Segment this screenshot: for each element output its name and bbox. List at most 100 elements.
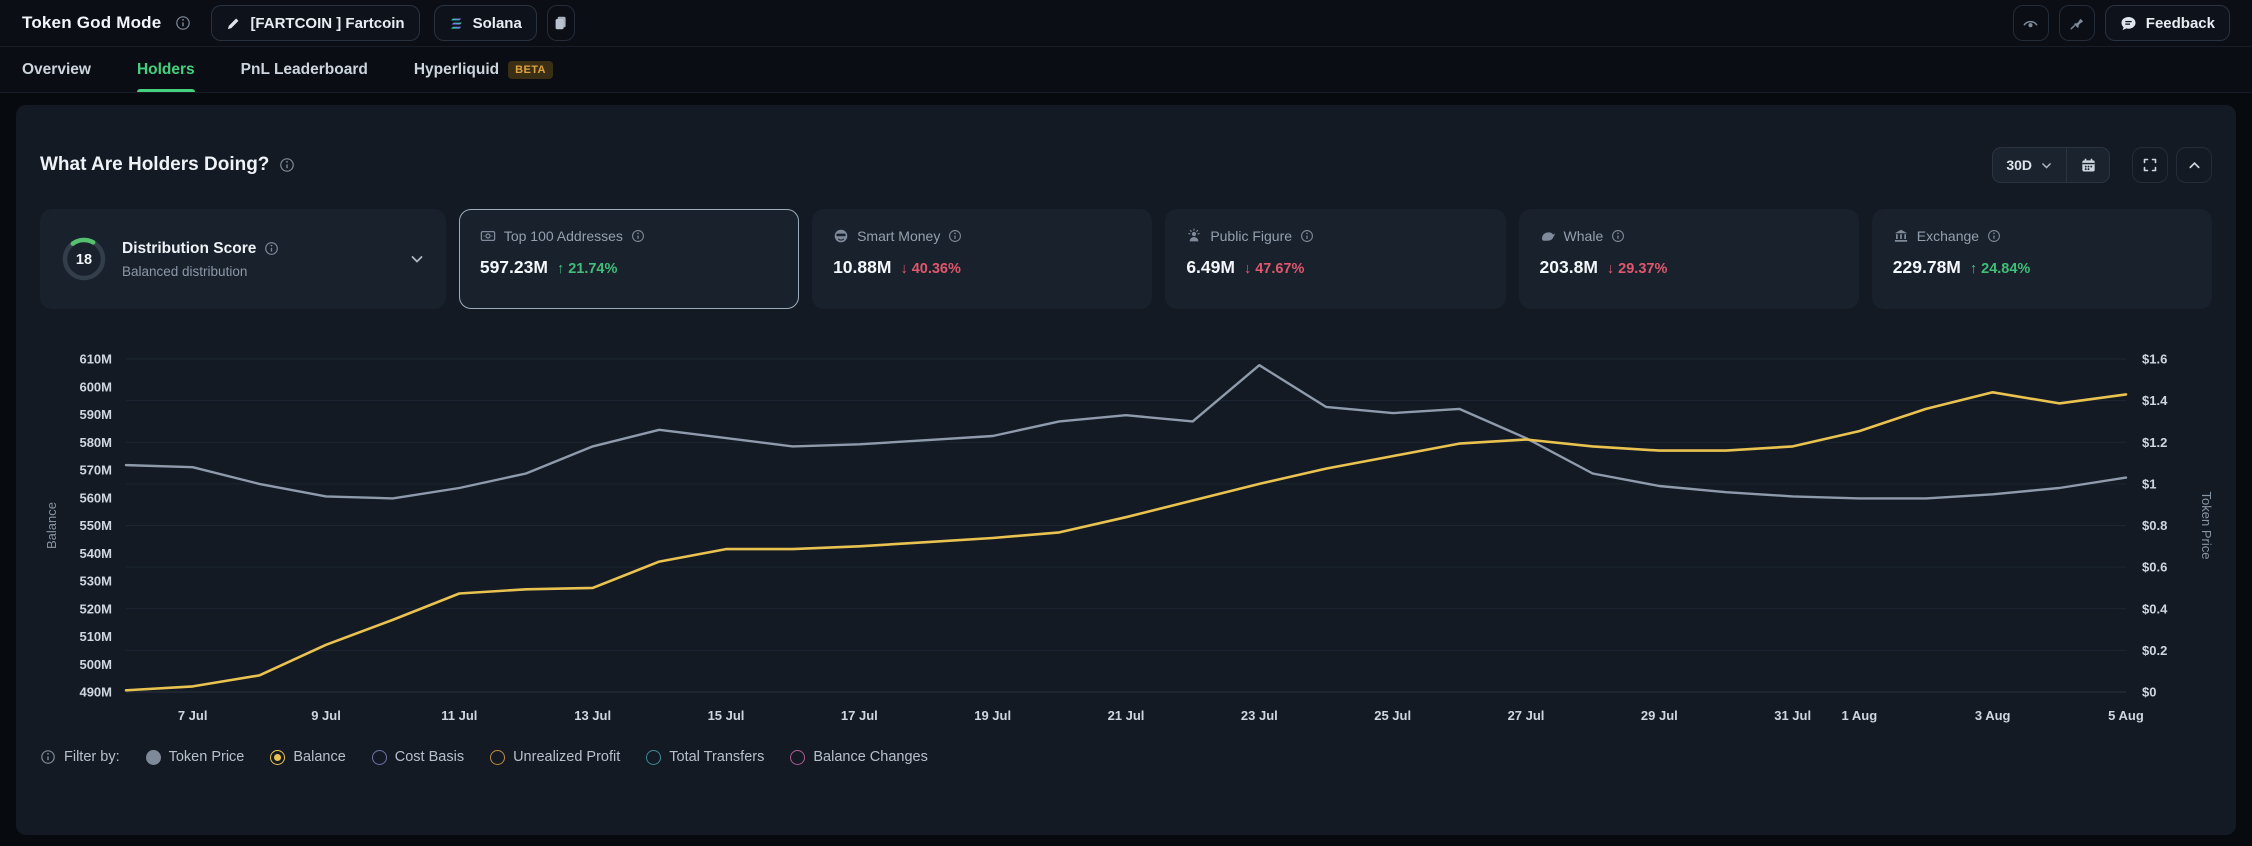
app-title: Token God Mode: [22, 13, 162, 32]
distribution-score-text: Distribution Score Balanced distribution: [122, 240, 279, 279]
beta-badge: BETA: [508, 60, 553, 79]
stat-card-value: 10.88M: [833, 257, 892, 277]
info-icon[interactable]: [631, 229, 645, 243]
stat-card-smart-money[interactable]: Smart Money 10.88M ↓ 40.36%: [812, 209, 1153, 309]
svg-text:$0.6: $0.6: [2142, 560, 2167, 575]
info-icon[interactable]: [948, 229, 962, 243]
svg-text:$1.4: $1.4: [2142, 393, 2168, 408]
tab-bar: Overview Holders PnL Leaderboard Hyperli…: [0, 47, 2252, 93]
tab-pnl-leaderboard[interactable]: PnL Leaderboard: [240, 60, 368, 78]
chat-bubble-icon: [2120, 15, 2137, 32]
stat-card-label: Smart Money: [857, 228, 941, 244]
panel-controls: 30D: [1992, 147, 2212, 183]
filter-bar: Filter by: Token Price Balance Cost Basi…: [40, 749, 2212, 765]
filter-option-balance-changes[interactable]: Balance Changes: [790, 749, 928, 765]
holders-chart[interactable]: $1.6 $1.4 $1.2 $1 $0.8 $0.6 $0.4 $0.2 $0 610M 600M…: [40, 329, 2212, 733]
stat-card-change: ↓ 40.36%: [900, 261, 961, 277]
svg-text:500M: 500M: [79, 657, 112, 672]
svg-text:3 Aug: 3 Aug: [1975, 708, 2011, 723]
svg-text:$0.8: $0.8: [2142, 518, 2167, 533]
filter-option-label: Balance: [293, 749, 346, 765]
filter-option-balance[interactable]: Balance: [270, 749, 346, 765]
stat-card-change: ↓ 29.37%: [1606, 261, 1668, 277]
tab-overview[interactable]: Overview: [22, 60, 91, 78]
svg-text:$0.2: $0.2: [2142, 643, 2167, 658]
stat-card-change: ↑ 21.74%: [556, 261, 618, 277]
copy-icon: [553, 15, 569, 31]
chevron-down-icon[interactable]: [409, 251, 425, 267]
info-icon[interactable]: [40, 749, 56, 765]
stat-card-public-figure[interactable]: Public Figure 6.49M ↓ 47.67%: [1165, 209, 1506, 309]
info-icon[interactable]: [279, 157, 295, 173]
stat-card-whale[interactable]: Whale 203.8M ↓ 29.37%: [1518, 209, 1859, 309]
feedback-button[interactable]: Feedback: [2104, 5, 2230, 41]
collapse-panel-button[interactable]: [2176, 147, 2212, 183]
stat-card-change: ↓ 47.67%: [1243, 261, 1305, 277]
time-range-group: 30D: [1992, 147, 2110, 183]
filter-option-label: Cost Basis: [394, 749, 465, 765]
svg-text:$1.2: $1.2: [2142, 435, 2167, 450]
svg-text:17 Jul: 17 Jul: [841, 708, 878, 723]
svg-text:$0: $0: [2142, 685, 2156, 700]
svg-text:$1.6: $1.6: [2142, 352, 2167, 367]
svg-text:27 Jul: 27 Jul: [1508, 708, 1545, 723]
whale-icon: [1540, 228, 1556, 244]
radio-total-transfers: [646, 749, 662, 765]
info-icon[interactable]: [264, 241, 279, 256]
calendar-button[interactable]: [2067, 148, 2109, 182]
svg-text:7 Jul: 7 Jul: [178, 708, 208, 723]
network-selector-label: Solana: [472, 14, 522, 32]
time-range-selector[interactable]: 30D: [1993, 148, 2066, 182]
stat-card-change: ↑ 24.84%: [1969, 261, 2031, 277]
stat-card-exchange[interactable]: Exchange 229.78M ↑ 24.84%: [1871, 209, 2213, 309]
copy-address-button[interactable]: [546, 5, 575, 41]
radio-token-price: [145, 749, 161, 765]
info-icon[interactable]: [1300, 229, 1314, 243]
svg-text:1 Aug: 1 Aug: [1842, 708, 1878, 723]
panel-title: What Are Holders Doing?: [40, 154, 270, 175]
pencil-icon: [226, 16, 241, 31]
tab-holders[interactable]: Holders: [136, 47, 195, 92]
network-selector-button[interactable]: Solana: [433, 5, 537, 41]
svg-text:Balance: Balance: [44, 502, 59, 549]
filter-option-unrealized-profit[interactable]: Unrealized Profit: [490, 749, 620, 765]
filter-option-token-price[interactable]: Token Price: [145, 749, 245, 765]
svg-text:15 Jul: 15 Jul: [708, 708, 745, 723]
svg-text:21 Jul: 21 Jul: [1108, 708, 1145, 723]
filter-option-label: Unrealized Profit: [513, 749, 621, 765]
svg-text:19 Jul: 19 Jul: [974, 708, 1011, 723]
filter-option-label: Token Price: [168, 749, 245, 765]
banknote-icon: [480, 228, 496, 244]
token-selector-button[interactable]: [FARTCOIN ] Fartcoin: [211, 5, 420, 41]
watch-mode-button[interactable]: [2012, 5, 2049, 41]
filter-option-cost-basis[interactable]: Cost Basis: [371, 749, 465, 765]
svg-text:Token Price: Token Price: [2199, 492, 2212, 560]
panel-window-controls: [2132, 147, 2212, 183]
svg-text:$0.4: $0.4: [2142, 601, 2168, 616]
distribution-score-card[interactable]: 18 Distribution Score Balanced distribut…: [40, 209, 446, 309]
info-icon[interactable]: [175, 15, 191, 31]
top-header-bar: Token God Mode [FARTCOIN ] Fartcoin Sola…: [0, 0, 2252, 47]
token-selector-label: [FARTCOIN ] Fartcoin: [250, 14, 405, 32]
radio-cost-basis: [371, 749, 387, 765]
tab-hyperliquid[interactable]: Hyperliquid BETA: [414, 47, 553, 92]
public-figure-icon: [1186, 228, 1202, 244]
fullscreen-button[interactable]: [2132, 147, 2168, 183]
solana-logo-icon: [449, 16, 464, 31]
stat-card-top-100-addresses[interactable]: Top 100 Addresses 597.23M ↑ 21.74%: [458, 209, 800, 309]
info-icon[interactable]: [1987, 229, 2001, 243]
svg-text:590M: 590M: [79, 407, 112, 422]
divider: [2066, 148, 2067, 182]
svg-text:570M: 570M: [79, 463, 112, 478]
info-icon[interactable]: [1611, 229, 1625, 243]
bank-icon: [1893, 228, 1909, 244]
pin-button[interactable]: [2058, 5, 2095, 41]
stat-card-label: Whale: [1563, 228, 1604, 244]
svg-text:550M: 550M: [79, 518, 112, 533]
filter-option-total-transfers[interactable]: Total Transfers: [646, 749, 764, 765]
svg-text:11 Jul: 11 Jul: [441, 708, 477, 723]
feedback-label: Feedback: [2145, 14, 2215, 32]
svg-text:9 Jul: 9 Jul: [311, 708, 341, 723]
stat-card-label: Public Figure: [1210, 228, 1293, 244]
filter-by-label: Filter by:: [40, 749, 120, 765]
